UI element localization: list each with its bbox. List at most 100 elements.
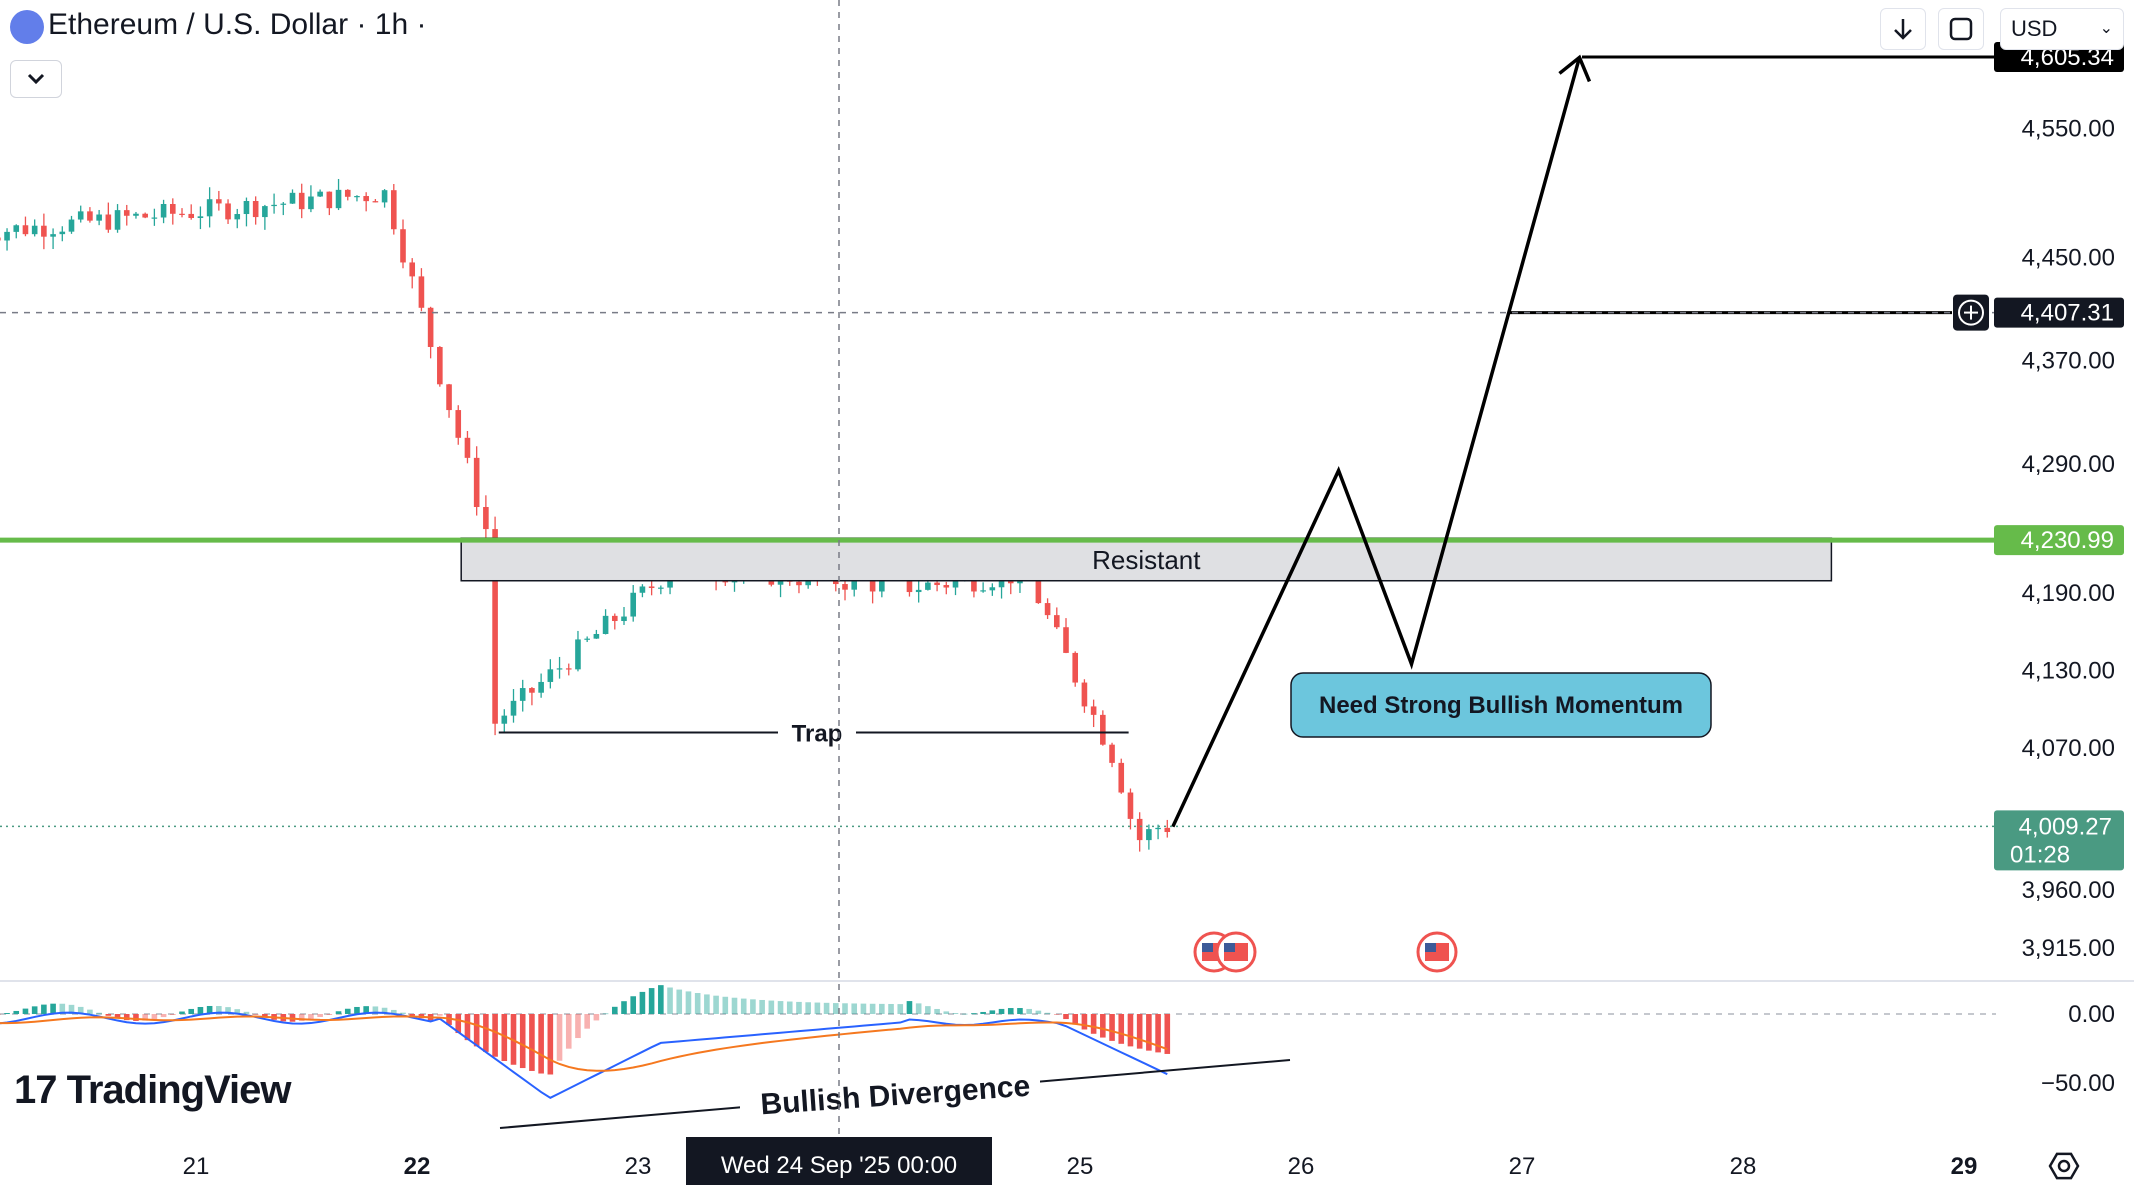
macd-histogram-bar (473, 1014, 480, 1047)
macd-histogram-bar (1081, 1014, 1088, 1030)
macd-histogram-bar (335, 1011, 342, 1014)
candle (584, 638, 590, 640)
us-flag-canton (1425, 943, 1436, 952)
candle (22, 225, 29, 235)
macd-histogram-bar (262, 1014, 268, 1018)
macd-histogram-bar (630, 996, 637, 1014)
time-tick-label: 26 (1288, 1153, 1315, 1180)
macd-histogram-bar (611, 1006, 618, 1014)
candle (197, 216, 204, 219)
candle (409, 262, 416, 277)
candle (243, 200, 250, 215)
time-tick-label: 25 (1067, 1153, 1094, 1180)
macd-histogram-bar (529, 1014, 535, 1071)
candle (4, 231, 10, 241)
candle (925, 582, 931, 590)
macd-histogram-bar (897, 1004, 904, 1014)
price-tick-label: 4,290.00 (2022, 451, 2115, 478)
candle (151, 217, 158, 219)
price-tick-label: 4,070.00 (2022, 735, 2115, 762)
candle (418, 276, 425, 308)
candle (565, 668, 572, 670)
macd-histogram-bar (639, 991, 646, 1014)
macd-histogram-bar (77, 1006, 84, 1014)
macd-histogram-bar (593, 1014, 600, 1021)
macd-histogram-bar (41, 1004, 47, 1014)
macd-histogram-bar (234, 1009, 241, 1014)
price-tick-label: 3,960.00 (2022, 877, 2115, 904)
download-button[interactable] (1880, 8, 1926, 50)
macd-histogram-bar (1164, 1014, 1171, 1054)
candle (400, 229, 406, 263)
candle (59, 231, 66, 235)
candle (667, 575, 673, 588)
macd-histogram-bar (1090, 1014, 1097, 1034)
currency-chevron-icon: ⌄ (2099, 20, 2113, 37)
macd-histogram-bar (621, 1001, 627, 1014)
candle (473, 457, 480, 508)
macd-histogram-bar (768, 1000, 775, 1014)
macd-histogram-bar (1063, 1014, 1069, 1020)
macd-histogram-bar (483, 1014, 489, 1052)
momentum-box (1290, 672, 1712, 738)
macd-histogram-bar (658, 985, 664, 1014)
macd-histogram-bar (160, 1014, 167, 1018)
macd-histogram-bar (860, 1003, 867, 1014)
candle (1063, 627, 1069, 653)
currency-select[interactable]: USD ⌄ (2000, 8, 2124, 50)
macd-histogram-bar (547, 1014, 554, 1075)
macd-tick-label: 0.00 (2068, 1001, 2115, 1028)
macd-histogram-bar (989, 1010, 996, 1014)
macd-histogram-bar (252, 1014, 259, 1015)
us-flag-canton (1202, 943, 1213, 952)
candle (869, 579, 876, 592)
candle (0, 237, 1, 241)
macd-tick-label: −50.00 (2041, 1070, 2115, 1097)
time-tick-label: 21 (183, 1153, 210, 1180)
macd-histogram-bar (777, 1001, 784, 1014)
candle (989, 587, 996, 591)
candle (1090, 706, 1097, 715)
candle (289, 192, 296, 204)
macd-histogram-bar (344, 1008, 351, 1014)
last-price-label-bg (1994, 810, 2124, 871)
resistant-label: Resistant (1092, 545, 1201, 575)
symbol-title[interactable]: Ethereum / U.S. Dollar · 1h · (48, 8, 427, 41)
candle (879, 577, 885, 592)
macd-histogram-bar (169, 1014, 176, 1015)
macd-histogram-bar (971, 1013, 977, 1015)
macd-histogram-bar (519, 1014, 526, 1069)
macd-histogram-bar (151, 1014, 158, 1020)
macd-histogram-bar (694, 993, 701, 1014)
momentum-label: Need Strong Bullish Momentum (1319, 692, 1683, 719)
candle (658, 587, 664, 589)
candle (1164, 827, 1171, 833)
candle (280, 203, 287, 205)
candle (271, 204, 277, 207)
macd-histogram-bar (225, 1007, 231, 1014)
time-tick-label: 29 (1951, 1153, 1978, 1180)
macd-histogram-bar (114, 1014, 121, 1019)
macd-histogram-bar (59, 1003, 66, 1014)
macd-histogram-bar (96, 1012, 102, 1014)
countdown-label: 01:28 (2010, 841, 2070, 868)
macd-histogram-bar (354, 1006, 360, 1014)
macd-histogram-bar (1044, 1012, 1051, 1014)
macd-histogram-bar (915, 1003, 922, 1014)
time-tick-label: 27 (1509, 1153, 1536, 1180)
candle (952, 580, 959, 588)
macd-histogram-bar (243, 1011, 250, 1014)
candle (842, 584, 848, 590)
candle (934, 582, 940, 586)
macd-histogram-bar (676, 989, 683, 1014)
fullscreen-button[interactable] (1938, 8, 1984, 50)
macd-histogram-bar (492, 1014, 498, 1057)
collapse-button[interactable] (10, 60, 62, 98)
us-flag-canton (1224, 943, 1235, 952)
macd-histogram-bar (952, 1013, 959, 1015)
macd-histogram-bar (22, 1008, 29, 1014)
macd-histogram-bar (437, 1014, 443, 1016)
projection-path (1171, 56, 1582, 828)
